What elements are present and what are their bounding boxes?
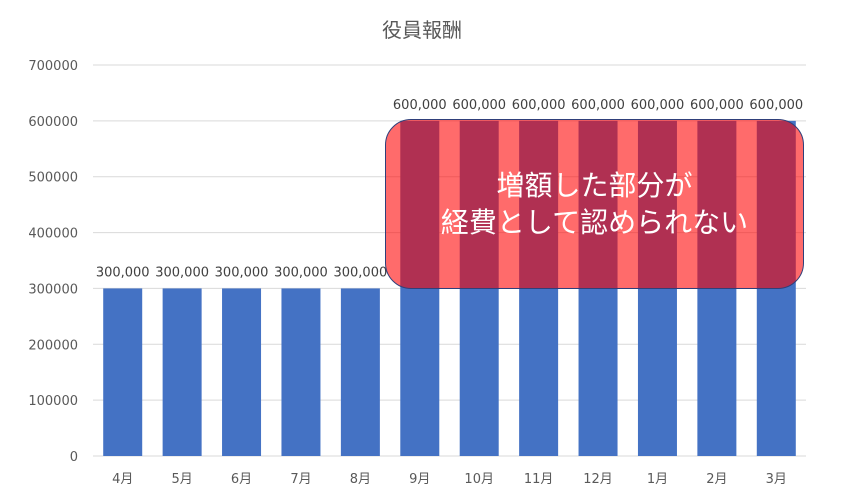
x-tick-label: 7月 (290, 472, 311, 487)
data-label: 600,000 (452, 98, 506, 113)
bar (222, 288, 262, 456)
data-label: 300,000 (333, 265, 387, 280)
x-tick-label: 9月 (409, 472, 430, 487)
x-tick-label: 6月 (231, 472, 252, 487)
data-label: 600,000 (631, 98, 685, 113)
bar (281, 288, 321, 456)
data-label: 600,000 (393, 98, 447, 113)
data-label: 300,000 (274, 265, 328, 280)
y-tick-label: 100000 (28, 394, 78, 409)
data-label: 300,000 (155, 265, 209, 280)
y-tick-label: 300000 (28, 282, 78, 297)
x-tick-label: 5月 (171, 472, 192, 487)
data-label: 600,000 (749, 98, 803, 113)
x-tick-label: 8月 (350, 472, 371, 487)
chart-title: 役員報酬 (382, 18, 462, 42)
annotation-callout: 増額した部分が 経費として認められない (385, 119, 804, 289)
x-tick-label: 11月 (524, 472, 554, 487)
annotation-line-2: 経費として認められない (440, 206, 749, 239)
x-tick-label: 3月 (766, 472, 787, 487)
bar (162, 288, 202, 456)
y-tick-label: 700000 (28, 59, 78, 74)
y-tick-label: 500000 (28, 171, 78, 186)
bar (340, 288, 380, 456)
x-tick-label: 2月 (706, 472, 727, 487)
x-tick-label: 12月 (583, 472, 613, 487)
y-tick-label: 200000 (28, 338, 78, 353)
x-tick-label: 10月 (464, 472, 494, 487)
data-label: 600,000 (690, 98, 744, 113)
y-tick-label: 0 (70, 450, 78, 465)
data-label: 300,000 (215, 265, 269, 280)
data-label: 600,000 (571, 98, 625, 113)
y-tick-label: 400000 (28, 227, 78, 242)
bar (103, 288, 143, 456)
x-tick-label: 1月 (647, 472, 668, 487)
data-label: 600,000 (512, 98, 566, 113)
data-label: 300,000 (96, 265, 150, 280)
y-tick-label: 600000 (28, 115, 78, 130)
annotation-line-1: 増額した部分が (496, 169, 693, 202)
x-tick-label: 4月 (112, 472, 133, 487)
